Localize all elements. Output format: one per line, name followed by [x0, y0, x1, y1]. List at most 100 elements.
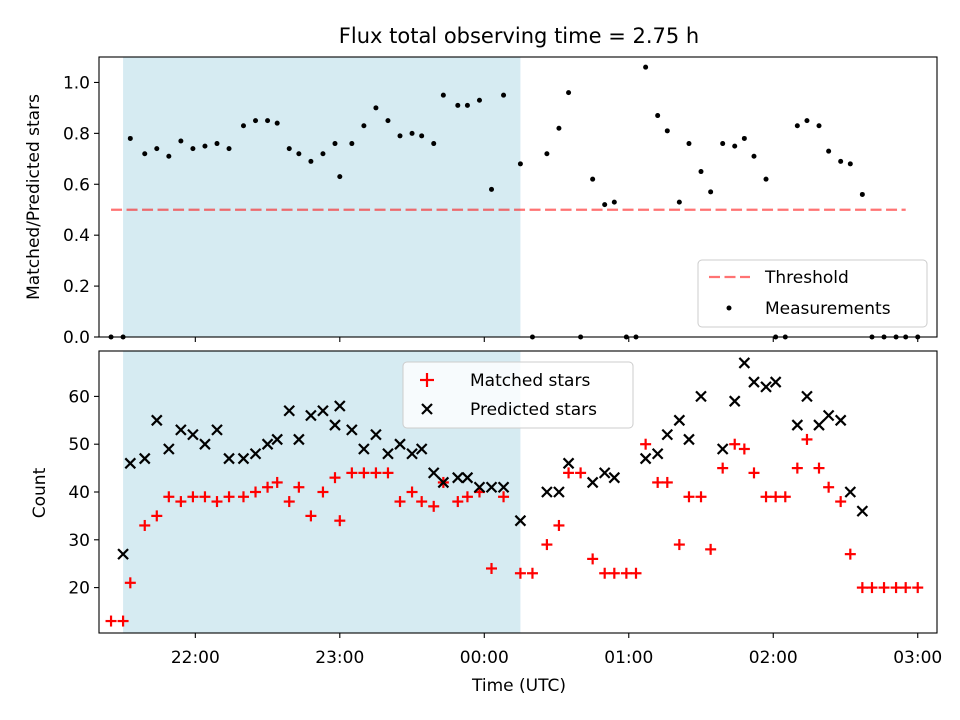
matched-star-point [211, 496, 223, 508]
predicted-star-point [283, 404, 296, 417]
measurement-point [544, 151, 550, 157]
ratio-y-tick-label: 0.0 [63, 328, 90, 348]
measurement-point [332, 141, 338, 147]
predicted-star-point [497, 481, 510, 493]
predicted-star-point [329, 419, 341, 431]
count-x-tick-label: 00:00 [460, 648, 509, 668]
predicted-star-point [651, 447, 664, 460]
predicted-star-point [856, 505, 869, 517]
predicted-star-point-stroke-b [760, 381, 772, 393]
matched-star-point [486, 562, 498, 574]
predicted-star-point-stroke-b [199, 438, 211, 450]
predicted-star-point [738, 357, 751, 369]
matched-star-point [791, 462, 803, 474]
measurement-point [178, 138, 184, 144]
measurement-point [166, 153, 172, 159]
predicted-star-point [452, 471, 464, 484]
predicted-star-point [608, 471, 621, 484]
count-x-tick-label: 03:00 [893, 648, 942, 668]
measurement-point [226, 146, 232, 152]
predicted-star-point [138, 452, 151, 465]
matched-star-point [717, 462, 729, 474]
ratio-y-axis-label: Matched/Predicted stars [24, 94, 44, 300]
predicted-star-point-stroke-b [334, 400, 346, 412]
measurement-point [142, 151, 148, 157]
predicted-star-point-stroke-b [117, 548, 129, 560]
count-legend-box [402, 361, 634, 429]
measurement-point [556, 125, 562, 131]
measurement-point [320, 151, 326, 157]
predicted-stars-points [117, 357, 869, 560]
predicted-star-point-stroke-b [562, 457, 575, 470]
measurement-point [214, 141, 220, 147]
predicted-star-point [834, 414, 847, 427]
matched-star-point [823, 481, 835, 493]
matched-star-point [406, 486, 418, 498]
matched-star-point [801, 433, 813, 445]
predicted-star-point-stroke-b [801, 390, 813, 403]
matched-star-point [620, 567, 632, 579]
predicted-star-point [415, 443, 428, 455]
measurement-point [286, 146, 292, 152]
predicted-star-point-stroke-b [427, 467, 440, 479]
predicted-star-point [461, 471, 474, 484]
matched-star-point [117, 615, 129, 627]
measurement-point [337, 174, 343, 180]
predicted-star-point [249, 447, 262, 460]
predicted-star-point [760, 381, 772, 393]
count-x-tick-label: 23:00 [315, 648, 364, 668]
ratio-legend: Threshold Measurements [697, 259, 928, 328]
predicted-star-point [346, 424, 358, 436]
measurement-point [816, 123, 822, 129]
matched-star-point [370, 467, 382, 479]
measurement-point [373, 105, 379, 111]
matched-star-point [563, 467, 575, 479]
matched-stars-points [105, 433, 924, 627]
matched-star-point [293, 481, 305, 493]
predicted-star-point [553, 486, 565, 498]
predicted-star-point [437, 476, 450, 489]
count-y-ticks: 20 30 40 50 60 [68, 387, 99, 599]
predicted-star-point [124, 457, 137, 470]
predicted-star-point [211, 424, 223, 436]
matched-star-point [199, 491, 211, 503]
predicted-star-point-stroke-b [452, 471, 464, 484]
matched-star-point [835, 496, 847, 508]
predicted-star-point [661, 428, 674, 441]
legend-matched-label: Matched stars [470, 371, 590, 391]
predicted-star-point [175, 424, 187, 436]
measurement-point [349, 141, 355, 147]
matched-star-point [878, 582, 890, 594]
measurement-point [127, 135, 133, 141]
predicted-star-point-stroke-b [738, 357, 751, 369]
predicted-star-point [791, 419, 804, 431]
matched-star-point [283, 496, 295, 508]
matched-star-point [844, 548, 856, 560]
ratio-y-tick-label: 0.8 [63, 124, 90, 144]
predicted-star-point-stroke-b [822, 409, 835, 422]
ratio-axes-frame [98, 56, 938, 338]
predicted-star-point-stroke-b [358, 443, 370, 455]
matched-star-point [514, 567, 526, 579]
measurement-point [397, 133, 403, 139]
predicted-star-point-stroke-b [346, 424, 358, 436]
predicted-star-point-stroke-b [223, 452, 235, 465]
predicted-star-point [406, 447, 418, 460]
matched-star-point [900, 582, 912, 594]
matched-star-point [695, 491, 707, 503]
matched-star-point [175, 496, 187, 508]
legend-matched-swatch [420, 373, 434, 387]
measurement-point [720, 141, 726, 147]
measurement-point [826, 148, 832, 154]
measurement-point [190, 146, 196, 152]
predicted-star-point [117, 548, 129, 560]
predicted-star-point-stroke-b [661, 428, 674, 441]
predicted-star-point [683, 433, 695, 446]
matched-star-point [262, 481, 274, 493]
predicted-star-point [813, 419, 825, 431]
measurement-point [501, 92, 507, 98]
count-x-tick-label: 01:00 [604, 648, 653, 668]
predicted-star-point-stroke-b [485, 481, 498, 493]
legend-threshold-label: Threshold [764, 268, 849, 288]
predicted-star-point-stroke-b [769, 376, 782, 388]
